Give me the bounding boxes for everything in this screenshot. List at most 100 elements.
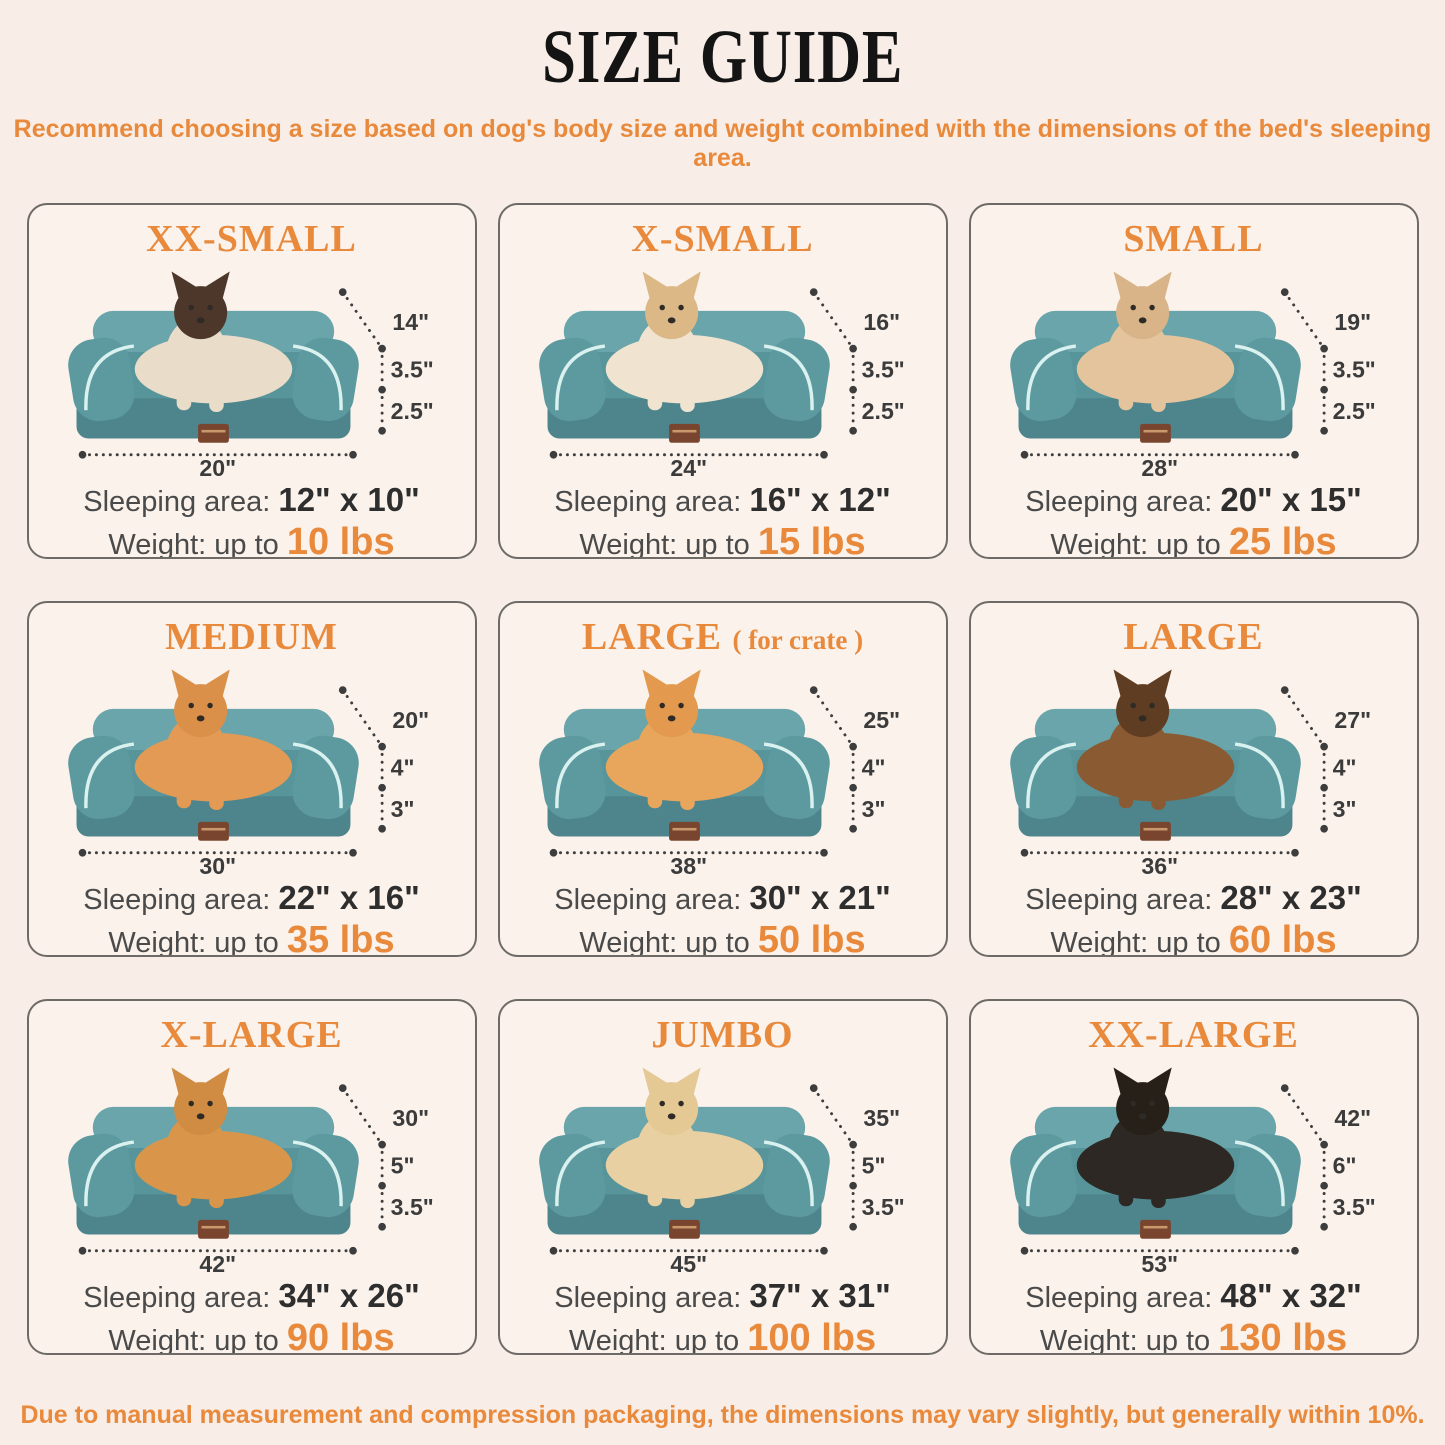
- width-dim-label: 30": [199, 853, 236, 875]
- brand-tag: [668, 423, 700, 443]
- piping-right: [1234, 344, 1285, 411]
- weight-line: Weight: up to 60 lbs: [1050, 918, 1336, 957]
- bed-diagram: 16" 3.5" 2.5" 24": [538, 271, 904, 477]
- sleeping-area-prefix: Sleeping area:: [554, 884, 742, 916]
- base-dim-label: 3": [1332, 796, 1356, 822]
- length-dim-line: [811, 290, 855, 351]
- bed-left-arm: [1009, 337, 1077, 422]
- length-dim-label: 20": [392, 707, 429, 733]
- sleeping-area-prefix: Sleeping area:: [1025, 486, 1213, 518]
- weight-value: 10 lbs: [286, 520, 395, 559]
- brand-tag: [1139, 1219, 1171, 1239]
- length-dim-line: [1282, 1086, 1326, 1147]
- dimension-lines: [1022, 290, 1326, 457]
- weight-value: 35 lbs: [286, 918, 395, 957]
- pet-head: [642, 271, 701, 340]
- dimension-lines: [1022, 1086, 1326, 1253]
- bolster-dim-label: 4": [390, 755, 414, 781]
- sleeping-area-line: Sleeping area: 12" x 10": [83, 481, 420, 520]
- base-dim-label: 3.5": [1332, 1194, 1375, 1220]
- sleeping-area-prefix: Sleeping area:: [554, 486, 742, 518]
- weight-prefix: Weight: up to: [579, 926, 750, 957]
- sleeping-area-line: Sleeping area: 37" x 31": [554, 1277, 891, 1316]
- bed-right-arm: [1233, 735, 1301, 820]
- sleeping-area-value: 12" x 10": [278, 481, 420, 518]
- dimension-endpoints: [78, 288, 386, 459]
- bed-right-arm: [1233, 1133, 1301, 1218]
- dimension-lines: [80, 1086, 384, 1253]
- size-card-title: JUMBO: [651, 1013, 793, 1057]
- brand-tag-stripe: [1142, 827, 1167, 831]
- weight-line: Weight: up to 90 lbs: [108, 1316, 394, 1355]
- length-dim-line: [1282, 290, 1326, 351]
- bed-base: [76, 389, 350, 439]
- pet-face: [1129, 1100, 1155, 1120]
- bed-left-arm: [67, 735, 135, 820]
- bed-base: [1018, 1185, 1292, 1235]
- base-dim-label: 3.5": [861, 1194, 904, 1220]
- pet-illustration: [134, 1067, 292, 1208]
- sleeping-area-prefix: Sleeping area:: [83, 486, 271, 518]
- weight-line: Weight: up to 10 lbs: [108, 520, 395, 559]
- length-dim-label: 19": [1334, 309, 1371, 335]
- bolster-dim-label: 3.5": [390, 357, 433, 383]
- sleeping-area-prefix: Sleeping area:: [1025, 1282, 1213, 1314]
- bed-right-arm: [291, 337, 359, 422]
- weight-value: 25 lbs: [1228, 520, 1337, 559]
- dimension-endpoints: [1020, 686, 1328, 857]
- piping-right: [292, 344, 343, 411]
- pet-body: [1076, 317, 1234, 412]
- bed-base: [547, 787, 821, 837]
- base-dim-label: 2.5": [1332, 398, 1375, 424]
- base-dim-label: 3": [861, 796, 885, 822]
- size-card: LARGE ( for crate ): [497, 601, 948, 957]
- pet-head: [1113, 1067, 1172, 1136]
- weight-line: Weight: up to 50 lbs: [579, 918, 865, 957]
- piping-right: [1234, 742, 1285, 809]
- bed-diagram: 25" 4" 3" 38": [538, 669, 900, 875]
- size-card-title: LARGE ( for crate ): [582, 615, 863, 659]
- length-dim-line: [340, 688, 384, 749]
- bed-left-arm: [538, 1133, 606, 1218]
- pet-face: [658, 304, 684, 324]
- sleeping-area-value: 16" x 12": [749, 481, 891, 518]
- bed-right-arm: [291, 735, 359, 820]
- piping-left: [554, 344, 605, 411]
- size-name: LARGE: [1123, 616, 1264, 658]
- length-dim-line: [811, 688, 855, 749]
- weight-line: Weight: up to 15 lbs: [579, 520, 865, 557]
- length-dim-line: [340, 1086, 384, 1147]
- bolster-dim-label: 4": [1332, 755, 1356, 781]
- base-dim-label: 2.5": [390, 398, 433, 424]
- sleeping-area-line: Sleeping area: 20" x 15": [1025, 481, 1362, 520]
- piping-right: [292, 742, 343, 809]
- width-dim-label: 36": [1141, 853, 1178, 875]
- size-name: LARGE: [581, 616, 722, 658]
- bed-base: [76, 787, 350, 837]
- dimension-endpoints: [1020, 288, 1328, 459]
- size-card: XX-LARGE: [968, 999, 1419, 1355]
- brand-tag-stripe: [1142, 1225, 1167, 1229]
- bed-left-arm: [1009, 1133, 1077, 1218]
- length-dim-label: 30": [392, 1105, 429, 1131]
- pet-face: [658, 702, 684, 722]
- dimension-endpoints: [78, 686, 386, 857]
- dog-bed-illustration: [538, 1106, 830, 1239]
- pet-head: [1113, 669, 1172, 738]
- size-card-title: SMALL: [1123, 217, 1263, 261]
- brand-tag: [668, 1219, 700, 1239]
- bed-diagram: 42" 6" 3.5" 53": [1009, 1067, 1375, 1273]
- weight-prefix: Weight: up to: [108, 1324, 279, 1355]
- dimension-lines: [551, 688, 855, 855]
- pet-body: [1076, 1113, 1234, 1208]
- length-dim-line: [340, 290, 384, 351]
- length-dim-label: 42": [1334, 1105, 1371, 1131]
- bed-diagram: 27" 4" 3" 36": [1009, 669, 1371, 875]
- width-dim-label: 38": [670, 853, 707, 875]
- size-card-title: XX-LARGE: [1088, 1013, 1299, 1057]
- bed-right-arm: [762, 1133, 830, 1218]
- sleeping-area-value: 34" x 26": [278, 1277, 420, 1314]
- size-cards-grid: XX-SMALL: [26, 203, 1419, 1355]
- size-card-title: MEDIUM: [165, 615, 338, 659]
- weight-prefix: Weight: up to: [1050, 926, 1221, 957]
